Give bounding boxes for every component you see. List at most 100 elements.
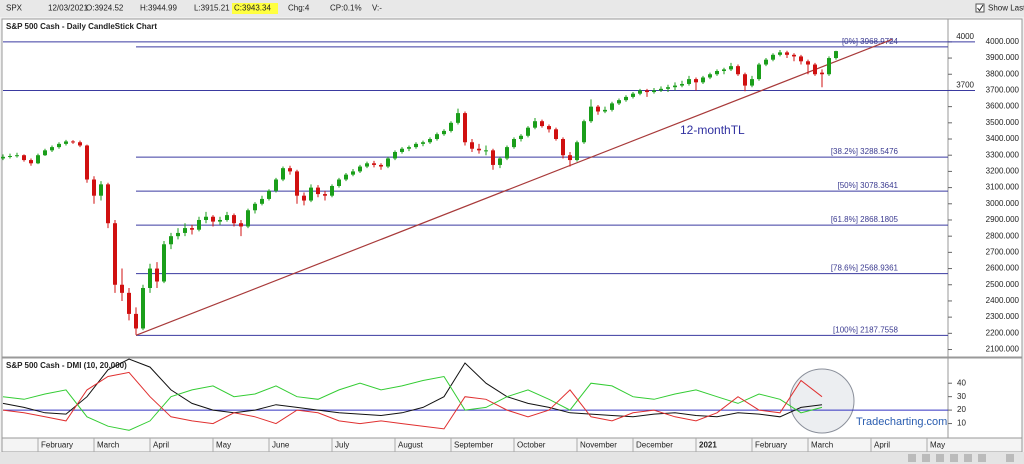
candle-body: [610, 103, 614, 110]
candle-body: [421, 142, 425, 144]
candle-body: [547, 126, 551, 130]
candle-body: [834, 51, 838, 59]
y-tick-label: 3500.000: [986, 118, 1020, 127]
candle-body: [218, 219, 222, 222]
toolbar-field: L:3915.21: [194, 4, 230, 13]
candle-body: [708, 74, 712, 78]
y-tick-label: 2200.000: [986, 328, 1020, 337]
candle-body: [113, 223, 117, 285]
candle-body: [309, 187, 313, 201]
candle-body: [540, 121, 544, 127]
candle-body: [183, 228, 187, 233]
show-last-label[interactable]: Show Last: [988, 4, 1024, 13]
toolbar-field: C:3943.34: [234, 4, 271, 13]
candle-body: [771, 54, 775, 60]
y-tick-label: 2600.000: [986, 264, 1020, 273]
x-tick-label: December: [636, 441, 673, 450]
close-highlight: [232, 3, 278, 14]
candle-body: [456, 113, 460, 123]
candle-body: [211, 216, 215, 222]
candle-body: [477, 148, 481, 151]
candle-body: [813, 64, 817, 75]
candle-body: [71, 141, 75, 143]
candle-body: [239, 223, 243, 227]
dmi-y-tick-label: 30: [957, 392, 966, 401]
x-tick-label: February: [41, 441, 73, 450]
fib-label: [38.2%] 3288.5476: [831, 147, 899, 156]
candle-body: [120, 284, 124, 293]
candle-body: [78, 142, 82, 146]
fib-label: [100%] 2187.7558: [833, 325, 898, 334]
candle-body: [148, 268, 152, 288]
x-tick-label: August: [398, 441, 424, 450]
candle-body: [673, 85, 677, 88]
candle-body: [64, 141, 68, 144]
candle-body: [785, 52, 789, 55]
candle-body: [414, 143, 418, 148]
candle-body: [190, 228, 194, 230]
candle-body: [316, 187, 320, 195]
candle-body: [393, 151, 397, 159]
nav-button[interactable]: [1006, 454, 1014, 462]
candle-body: [512, 139, 516, 148]
x-tick-label: April: [874, 441, 890, 450]
candle-body: [505, 147, 509, 159]
candle-body: [337, 179, 341, 186]
candle-body: [267, 190, 271, 199]
candle-body: [92, 179, 96, 196]
fib-label: [78.6%] 2568.9361: [831, 264, 899, 273]
candle-body: [386, 158, 390, 167]
highlight-circle: [789, 368, 855, 434]
x-tick-label: July: [335, 441, 349, 450]
y-tick-label: 2900.000: [986, 215, 1020, 224]
x-tick-label: May: [930, 441, 945, 450]
candle-body: [379, 164, 383, 167]
candle-body: [722, 69, 726, 72]
dmi-line: [2, 358, 823, 418]
dmi-title: S&P 500 Cash - DMI (10, 20.000): [6, 361, 127, 370]
y-tick-label: 3300.000: [986, 150, 1020, 159]
x-tick-label: October: [517, 441, 546, 450]
x-tick-label: March: [97, 441, 119, 450]
candle-body: [106, 184, 110, 224]
show-last-checkbox[interactable]: [975, 3, 985, 13]
nav-button[interactable]: [964, 454, 972, 462]
toolbar-field: V:-: [372, 4, 382, 13]
y-tick-label: 2800.000: [986, 231, 1020, 240]
candle-body: [827, 58, 831, 75]
nav-button[interactable]: [950, 454, 958, 462]
candle-body: [302, 195, 306, 201]
candle-body: [624, 96, 628, 101]
nav-button[interactable]: [936, 454, 944, 462]
nav-button[interactable]: [908, 454, 916, 462]
candle-body: [687, 79, 691, 84]
candle-body: [729, 66, 733, 70]
candle-body: [561, 139, 565, 156]
candle-body: [484, 150, 488, 152]
candle-body: [29, 160, 33, 164]
candle-body: [554, 129, 558, 140]
nav-button[interactable]: [922, 454, 930, 462]
y-tick-label: 3200.000: [986, 167, 1020, 176]
y-tick-label: 2700.000: [986, 247, 1020, 256]
dmi-panel: [1, 357, 1023, 439]
x-tick-label: March: [811, 441, 833, 450]
nav-button[interactable]: [978, 454, 986, 462]
candle-body: [344, 174, 348, 180]
candle-body: [645, 90, 649, 93]
candle-body: [575, 142, 579, 161]
candle-body: [666, 87, 670, 89]
level-label: 3700: [956, 81, 974, 90]
candle-body: [281, 168, 285, 180]
candle-body: [764, 59, 768, 65]
candle-body: [372, 163, 376, 165]
candle-body: [617, 100, 621, 104]
candle-body: [127, 292, 131, 314]
candle-body: [582, 121, 586, 143]
candle-body: [15, 155, 19, 157]
status-bar: [0, 452, 1024, 464]
candle-body: [519, 135, 523, 140]
candle-body: [169, 236, 173, 245]
toolbar-field: O:3924.52: [86, 4, 124, 13]
candle-body: [8, 156, 12, 158]
